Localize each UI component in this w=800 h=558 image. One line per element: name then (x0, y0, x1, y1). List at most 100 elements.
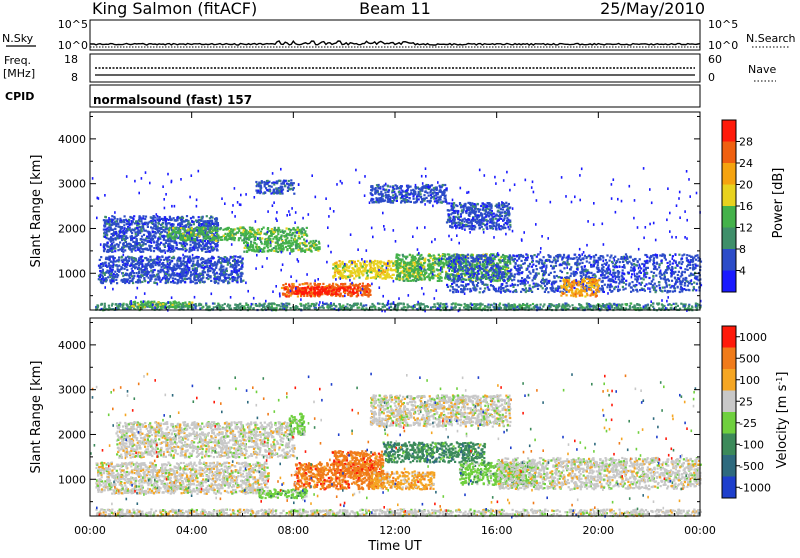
power-cell (526, 303, 528, 305)
power-cell (176, 274, 178, 276)
power-cell (102, 265, 104, 267)
power-cell (273, 231, 275, 233)
power-cell (358, 277, 360, 279)
power-cell (157, 301, 159, 303)
power-cell (132, 261, 134, 263)
power-cell (190, 260, 192, 262)
power-cell (235, 265, 237, 267)
power-cell (125, 245, 127, 247)
power-cell (217, 239, 219, 241)
power-cell (299, 237, 301, 239)
power-cell (126, 304, 128, 306)
power-cell (226, 305, 228, 307)
power-cell (193, 276, 195, 278)
nsearch-tick-high: 10^5 (708, 18, 738, 31)
power-cell (233, 233, 235, 235)
power-cell (306, 295, 308, 297)
power-cell (286, 295, 288, 297)
power-cell (432, 262, 434, 264)
power-cell (146, 265, 148, 267)
power-cell (100, 271, 102, 273)
power-cell (335, 291, 337, 293)
power-cell (132, 241, 134, 243)
power-cell (108, 305, 110, 307)
power-cell (140, 218, 142, 220)
power-cell (187, 237, 189, 239)
power-cell (442, 306, 444, 308)
power-cell (284, 230, 286, 232)
power-cell (159, 233, 161, 235)
power-cell (479, 307, 481, 309)
power-cell (179, 265, 181, 267)
power-cell (191, 221, 193, 223)
power-cell (620, 306, 622, 308)
power-cell (565, 308, 567, 310)
power-cell (192, 268, 194, 270)
power-cell (696, 308, 698, 310)
power-cell (162, 303, 164, 305)
power-cell (397, 306, 399, 308)
power-cell (161, 256, 163, 258)
power-cell (199, 235, 201, 237)
power-cell (227, 264, 229, 266)
power-cell (297, 287, 299, 289)
power-cell (202, 270, 204, 272)
power-cell (209, 236, 211, 238)
power-cell (268, 303, 270, 305)
power-cell (278, 247, 280, 249)
power-cell (225, 268, 227, 270)
power-cell (157, 246, 159, 248)
power-cell (301, 287, 303, 289)
power-cell (364, 294, 366, 296)
power-cell (188, 277, 190, 279)
power-cell (366, 264, 368, 266)
power-cell (504, 306, 506, 308)
power-cell (223, 307, 225, 309)
power-cell (187, 258, 189, 260)
power-cell (165, 266, 167, 268)
power-cell (144, 280, 146, 282)
power-cell (153, 274, 155, 276)
power-cell (188, 303, 190, 305)
power-cell (181, 263, 183, 265)
power-cell (356, 268, 358, 270)
power-cell (290, 240, 292, 242)
power-cell (120, 227, 122, 229)
power-cell (398, 254, 400, 256)
power-cell (304, 249, 306, 251)
power-cell (131, 236, 133, 238)
power-cell (294, 235, 296, 237)
power-cell (197, 249, 199, 251)
power-cell (170, 306, 172, 308)
power-cell (126, 223, 128, 225)
power-cell (185, 220, 187, 222)
power-cell (424, 305, 426, 307)
power-cell (332, 283, 334, 285)
power-cell (625, 304, 627, 306)
power-cell (121, 304, 123, 306)
power-cell (459, 304, 461, 306)
power-cell (115, 238, 117, 240)
power-cell (168, 219, 170, 221)
power-cell (194, 229, 196, 231)
power-cell (181, 236, 183, 238)
power-cell (609, 303, 611, 305)
power-cell (226, 270, 228, 272)
power-cell (208, 250, 210, 252)
power-cell (275, 245, 277, 247)
power-cell (319, 306, 321, 308)
power-cell (197, 263, 199, 265)
power-cell (273, 247, 275, 249)
power-cell (195, 270, 197, 272)
freq-trace (95, 68, 695, 75)
power-cell (113, 223, 115, 225)
power-cell (410, 267, 412, 269)
power-cell (141, 281, 143, 283)
power-cell (238, 270, 240, 272)
power-cell (152, 231, 154, 233)
power-cell (267, 242, 269, 244)
power-cell (171, 257, 173, 259)
power-cell (141, 230, 143, 232)
power-cell (221, 274, 223, 276)
power-cell (334, 270, 336, 272)
